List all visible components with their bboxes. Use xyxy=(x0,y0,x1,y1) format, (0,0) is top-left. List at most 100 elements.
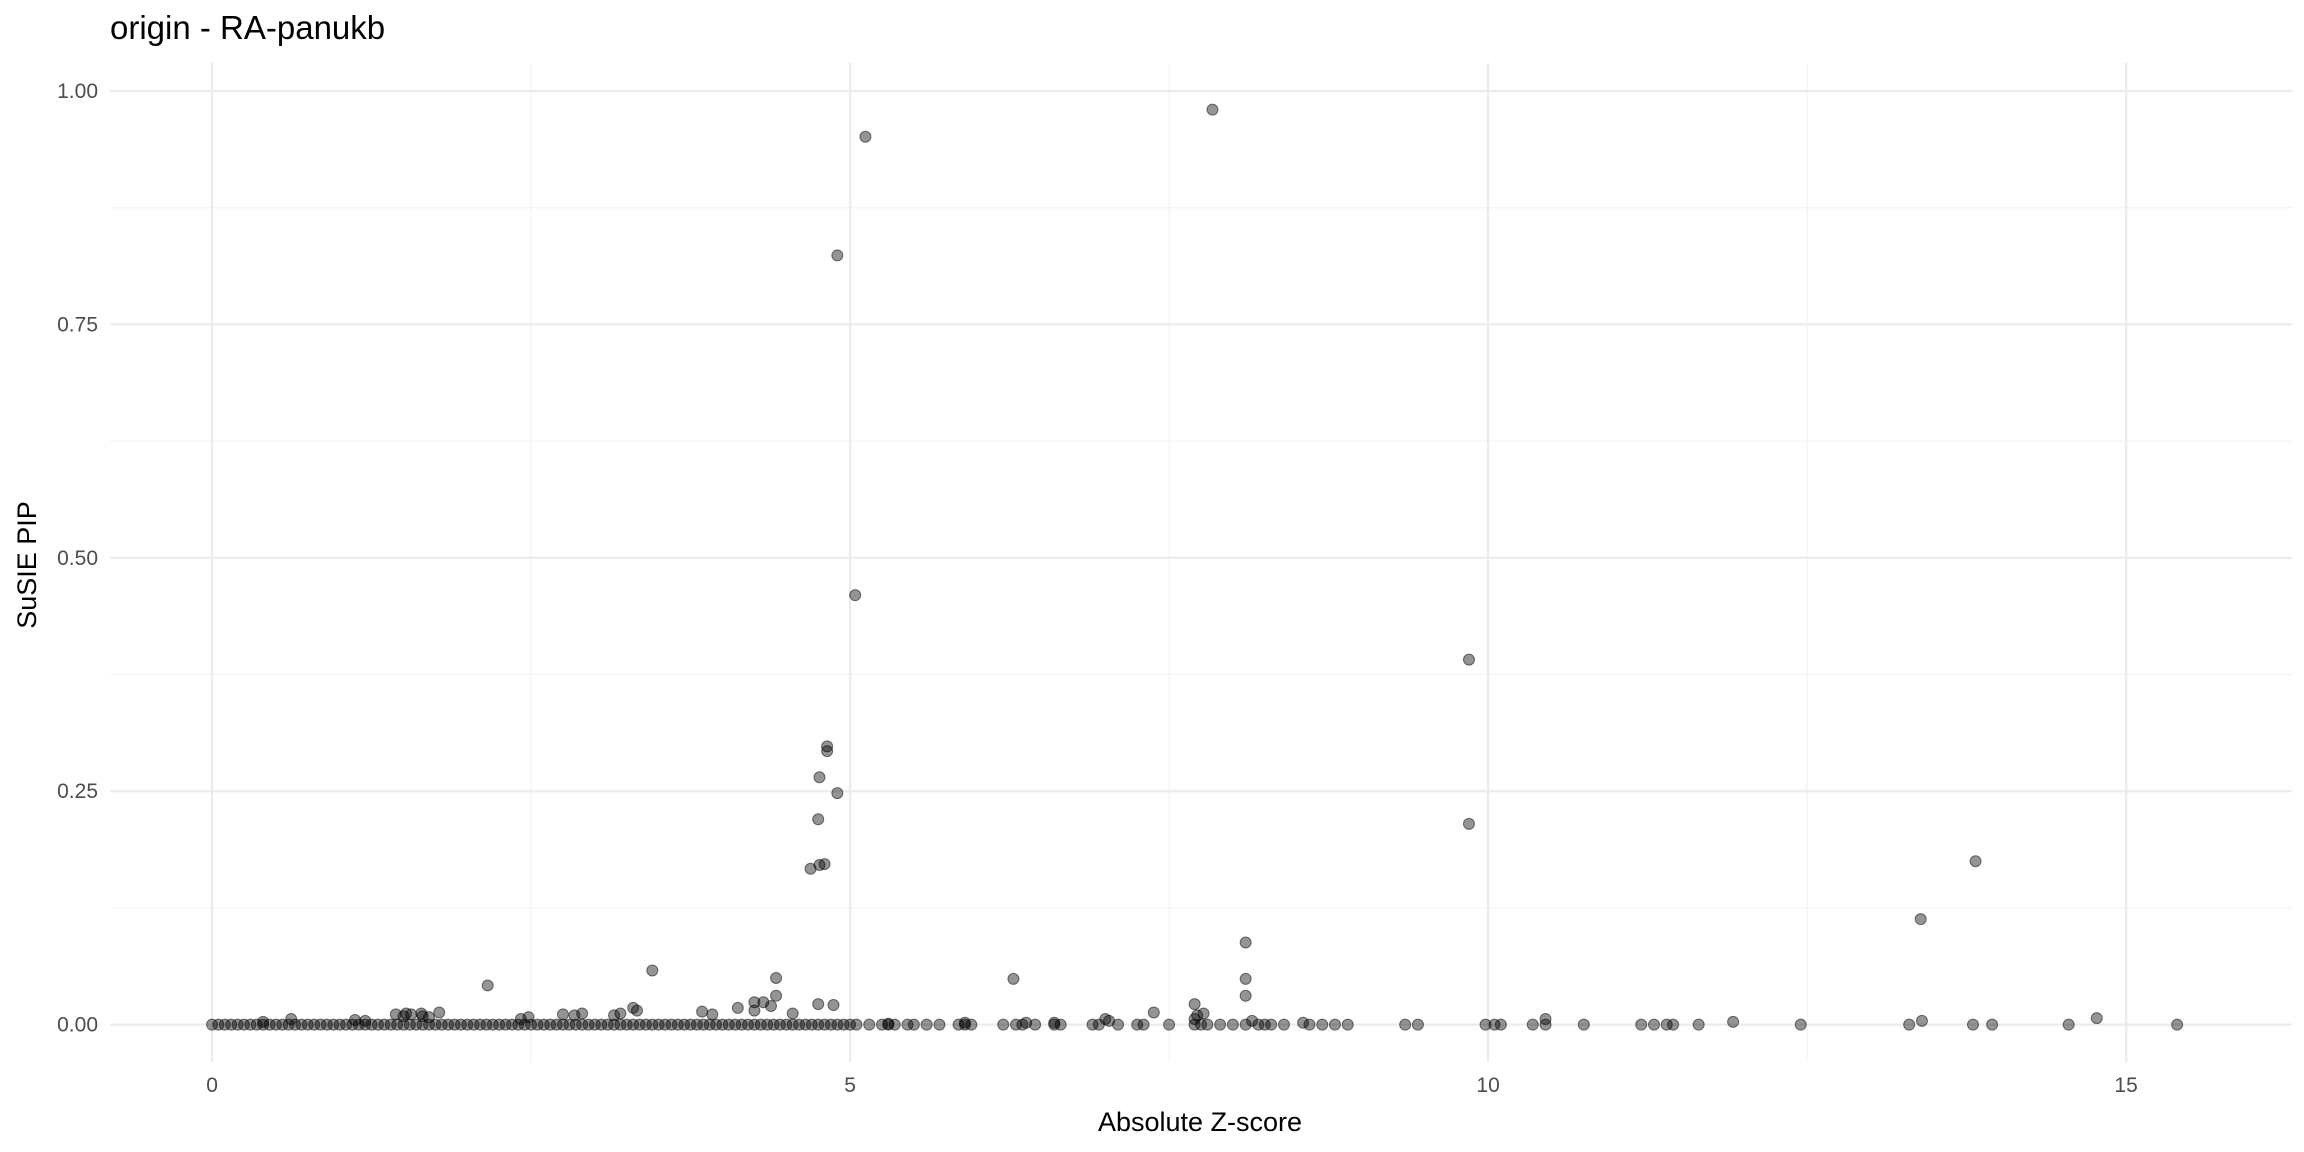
scatter-point xyxy=(1660,1018,1673,1031)
scatter-point xyxy=(1577,1018,1590,1031)
scatter-point xyxy=(812,1018,825,1031)
scatter-point xyxy=(965,1018,978,1031)
scatter-point xyxy=(359,1014,372,1027)
scatter-point xyxy=(827,999,840,1012)
scatter-point xyxy=(352,1018,365,1031)
scatter-point xyxy=(435,1018,448,1031)
scatter-point xyxy=(1239,1018,1252,1031)
chart-title: origin - RA-panukb xyxy=(110,9,385,46)
scatter-point xyxy=(1252,1018,1265,1031)
scatter-point xyxy=(735,1018,748,1031)
scatter-point xyxy=(359,1018,372,1031)
scatter-point xyxy=(1131,1018,1144,1031)
scatter-point xyxy=(416,1018,429,1031)
scatter-point xyxy=(556,1018,569,1031)
scatter-point xyxy=(1635,1018,1648,1031)
scatter-point xyxy=(2062,1018,2075,1031)
scatter-point xyxy=(818,1018,831,1031)
scatter-point xyxy=(493,1018,506,1031)
scatter-point xyxy=(764,999,777,1012)
scatter-point xyxy=(346,1018,359,1031)
scatter-point xyxy=(748,996,761,1009)
scatter-point xyxy=(257,1015,270,1028)
scatter-point xyxy=(257,1018,270,1031)
scatter-point xyxy=(442,1018,455,1031)
scatter-point xyxy=(1328,1018,1341,1031)
grid-lines xyxy=(110,63,2292,1062)
scatter-point xyxy=(697,1018,710,1031)
scatter-point xyxy=(289,1018,302,1031)
scatter-point xyxy=(518,1018,531,1031)
data-points xyxy=(206,103,2184,1031)
scatter-point xyxy=(844,1018,857,1031)
scatter-point xyxy=(2090,1012,2103,1025)
scatter-point xyxy=(1206,103,1219,116)
scatter-point xyxy=(537,1018,550,1031)
scatter-point xyxy=(433,1006,446,1019)
scatter-point xyxy=(1048,1018,1061,1031)
scatter-point xyxy=(2171,1018,2184,1031)
scatter-point xyxy=(620,1018,633,1031)
scatter-point xyxy=(818,858,831,871)
scatter-point xyxy=(678,1018,691,1031)
scatter-point xyxy=(1201,1018,1214,1031)
scatter-point xyxy=(371,1018,384,1031)
scatter-point xyxy=(1462,817,1475,830)
scatter-point xyxy=(378,1018,391,1031)
scatter-point xyxy=(933,1018,946,1031)
scatter-point xyxy=(863,1018,876,1031)
scatter-point xyxy=(314,1018,327,1031)
scatter-point xyxy=(703,1018,716,1031)
scatter-point xyxy=(1265,1018,1278,1031)
scatter-point xyxy=(742,1018,755,1031)
scatter-point xyxy=(1692,1018,1705,1031)
scatter-point xyxy=(1914,913,1927,926)
x-tick-label: 5 xyxy=(844,1074,856,1097)
scatter-point xyxy=(1195,1018,1207,1031)
scatter-point xyxy=(1462,653,1475,666)
scatter-point xyxy=(1112,1018,1125,1031)
y-tick-label: 0.50 xyxy=(57,547,98,570)
scatter-point xyxy=(958,1018,971,1031)
scatter-point xyxy=(582,1018,595,1031)
scatter-point xyxy=(397,1018,410,1031)
scatter-point xyxy=(301,1018,314,1031)
scatter-point xyxy=(237,1018,250,1031)
scatter-point xyxy=(731,1001,744,1014)
scatter-point xyxy=(423,1018,436,1031)
scatter-point xyxy=(1239,936,1252,949)
scatter-point xyxy=(1188,1018,1201,1031)
scatter-point xyxy=(391,1018,404,1031)
scatter-point xyxy=(474,1018,487,1031)
scatter-point xyxy=(1163,1018,1176,1031)
scatter-point xyxy=(563,1018,576,1031)
scatter-point xyxy=(1494,1018,1507,1031)
scatter-point xyxy=(225,1018,238,1031)
scatter-point xyxy=(671,1018,684,1031)
scatter-point xyxy=(1147,1006,1160,1019)
scatter-point xyxy=(907,1018,920,1031)
scatter-point xyxy=(1969,855,1982,868)
scatter-point xyxy=(556,1008,569,1021)
scatter-point xyxy=(467,1018,480,1031)
scatter-point xyxy=(263,1018,276,1031)
scatter-point xyxy=(499,1018,512,1031)
x-tick-label: 0 xyxy=(206,1074,218,1097)
scatter-point xyxy=(696,1005,709,1018)
scatter-point xyxy=(295,1018,308,1031)
scatter-point xyxy=(1007,972,1020,985)
scatter-point xyxy=(218,1018,231,1031)
scatter-point xyxy=(522,1011,535,1024)
scatter-point xyxy=(608,1018,621,1031)
y-axis-title: SuSIE PIP xyxy=(12,501,42,629)
scatter-point xyxy=(365,1018,378,1031)
y-tick-label: 0.75 xyxy=(57,313,98,336)
scatter-point xyxy=(716,1018,729,1031)
scatter-point xyxy=(1016,1018,1029,1031)
scatter-point xyxy=(1137,1018,1150,1031)
scatter-point xyxy=(901,1018,914,1031)
scatter-point xyxy=(997,1018,1010,1031)
scatter-point xyxy=(805,1018,818,1031)
scatter-point xyxy=(454,1018,467,1031)
